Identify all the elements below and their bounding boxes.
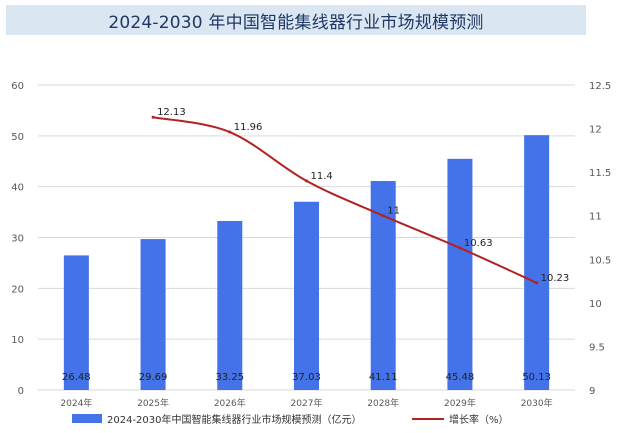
line-value-label: 11.96 — [234, 122, 263, 133]
line-point — [458, 246, 462, 250]
right-tick-label: 12 — [589, 125, 602, 136]
x-tick-label: 2028年 — [367, 397, 399, 409]
right-tick-label: 9.5 — [589, 342, 605, 353]
right-tick-label: 12.5 — [589, 81, 611, 92]
legend-line-label: 增长率（%） — [449, 413, 509, 426]
x-tick-label: 2029年 — [444, 397, 476, 409]
line-series: 12.13 11.96 11.4 11 10.63 10.23 — [151, 107, 570, 285]
right-tick-label: 11.5 — [589, 168, 611, 179]
x-tick-label: 2024年 — [60, 397, 92, 409]
left-tick-label: 60 — [11, 81, 24, 92]
bar-value-label: 41.11 — [369, 372, 398, 383]
bar — [447, 158, 473, 390]
right-tick-label: 10.5 — [589, 255, 611, 266]
line-value-label: 11.4 — [311, 171, 333, 182]
right-tick-label: 10 — [589, 299, 602, 310]
legend-bar-label: 2024-2030年中国智能集线器行业市场规模预测（亿元） — [107, 413, 362, 426]
line-value-label: 10.63 — [464, 238, 493, 249]
line-point — [228, 130, 232, 134]
left-tick-label: 50 — [11, 132, 24, 143]
bar — [294, 201, 319, 390]
bar-value-label: 50.13 — [522, 372, 551, 383]
line-value-label: 11 — [387, 206, 400, 217]
line-point — [151, 115, 155, 119]
x-tick-label: 2027年 — [291, 397, 323, 409]
line-value-label: 12.13 — [157, 107, 186, 118]
growth-line — [152, 116, 538, 284]
right-y-axis: 9 9.5 10 10.5 11 11.5 12 12.5 — [589, 81, 611, 397]
line-point — [305, 179, 308, 183]
x-tick-label: 2025年 — [137, 397, 169, 409]
bar — [63, 255, 89, 390]
right-tick-label: 9 — [589, 386, 595, 397]
bar — [524, 135, 550, 390]
bar-value-label: 33.25 — [215, 372, 244, 383]
bar-value-label: 26.48 — [62, 372, 91, 383]
line-point — [381, 214, 385, 218]
left-tick-label: 20 — [11, 284, 24, 295]
bar-value-label: 37.03 — [292, 372, 321, 383]
title-bar: 2024-2030 年中国智能集线器行业市场规模预测 — [6, 5, 586, 35]
bar — [140, 239, 166, 390]
legend: 2024-2030年中国智能集线器行业市场规模预测（亿元） 增长率（%） — [72, 413, 509, 426]
left-tick-label: 0 — [18, 386, 24, 397]
line-point — [535, 281, 539, 285]
legend-bar-swatch — [72, 414, 102, 423]
x-axis: 2024年 2025年 2026年 2027年 2028年 2029年 2030年 — [60, 397, 552, 409]
bar-value-label: 45.48 — [446, 372, 475, 383]
left-tick-label: 10 — [11, 335, 24, 346]
right-tick-label: 11 — [589, 212, 602, 223]
left-tick-label: 40 — [11, 183, 24, 194]
line-value-label: 10.23 — [541, 273, 570, 284]
x-tick-label: 2030年 — [521, 397, 553, 409]
left-tick-label: 30 — [11, 234, 24, 245]
bar-value-label: 29.69 — [139, 372, 168, 383]
chart-title: 2024-2030 年中国智能集线器行业市场规模预测 — [108, 12, 484, 33]
bar — [217, 220, 243, 390]
bar-series: 26.48 29.69 33.25 37.03 41.11 45.48 50.13 — [62, 135, 551, 390]
left-y-axis: 0 10 20 30 40 50 60 — [11, 81, 24, 397]
x-tick-label: 2026年 — [214, 397, 246, 409]
